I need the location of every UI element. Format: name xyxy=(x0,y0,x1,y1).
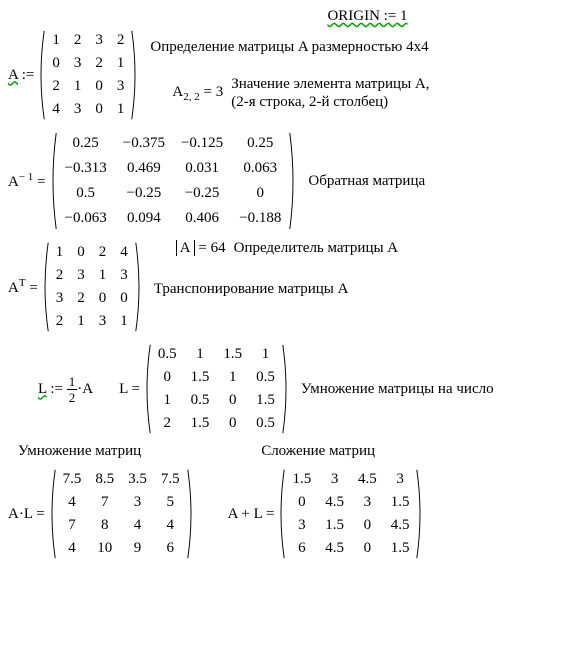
matrix-aplusl: 1.534.5304.531.531.504.564.501.5 xyxy=(277,468,424,560)
l-def-label: L := 1 2 ·A xyxy=(38,375,93,404)
det-eq: A = 64 xyxy=(176,240,226,257)
l-var: L xyxy=(38,380,47,396)
det-comment: Определитель матрицы A xyxy=(234,239,399,258)
matrix-a: 1232032121034301 xyxy=(37,29,139,121)
l-def-a: A xyxy=(82,380,93,396)
at-label: AT = xyxy=(8,277,38,297)
a-comment: Определение матрицы A размерностью 4x4 xyxy=(150,38,429,57)
aplusl-var: A + L xyxy=(228,506,263,522)
ainv-label: A− 1 = xyxy=(8,171,46,191)
a22-value: 3 xyxy=(216,84,224,100)
mul-title: Умножение матриц xyxy=(18,443,141,460)
eq-symbol-7: = xyxy=(266,506,274,522)
l-eq-label: L = xyxy=(119,381,140,398)
half-fraction: 1 2 xyxy=(67,375,78,404)
frac-den: 2 xyxy=(67,390,78,404)
aplusl-label: A + L = xyxy=(228,506,275,523)
l-comment: Умножение матрицы на число xyxy=(301,380,494,399)
frac-num: 1 xyxy=(67,375,78,390)
titles-row: Умножение матриц Сложение матриц xyxy=(8,443,567,460)
eq-symbol-4: = xyxy=(198,240,206,256)
origin-text: ORIGIN := 1 xyxy=(327,8,407,24)
al-var: A·L xyxy=(8,506,32,522)
ainv-var: A xyxy=(8,174,19,190)
a22-sub: 2, 2 xyxy=(183,91,200,103)
at-comment: Транспонирование матрицы A xyxy=(154,280,398,299)
matrix-al: 7.58.53.57.54735784441096 xyxy=(48,468,195,560)
a22-c1: Значение элемента матрицы A, xyxy=(231,76,429,92)
add-title: Сложение матриц xyxy=(261,443,375,460)
origin-line: ORIGIN := 1 xyxy=(8,8,567,25)
eq-symbol-5: = xyxy=(131,381,139,397)
matrix-ainv-row: A− 1 = 0.25−0.375−0.1250.25−0.3130.4690.… xyxy=(8,129,567,233)
l-var-2: L xyxy=(119,381,128,397)
ainv-comment: Обратная матрица xyxy=(308,172,425,191)
assign-symbol: := xyxy=(22,67,35,83)
l-row: L := 1 2 ·A L = 0.511.5101.510.510.501.5… xyxy=(38,341,567,437)
a22-eq: A2, 2 = 3 xyxy=(172,84,223,103)
matrix-at: 1024231332002131 xyxy=(41,241,143,333)
assign-symbol-2: := xyxy=(50,380,63,396)
al-label: A·L = xyxy=(8,506,45,523)
eq-symbol: = xyxy=(204,84,212,100)
eq-symbol-2: = xyxy=(37,174,45,190)
a-var: A xyxy=(8,67,18,83)
at-var: A xyxy=(8,280,19,296)
eq-symbol-3: = xyxy=(29,280,37,296)
a-label: A := xyxy=(8,67,34,84)
matrix-l: 0.511.5101.510.510.501.521.500.5 xyxy=(143,343,290,435)
result-row: A·L = 7.58.53.57.54735784441096 A + L = … xyxy=(8,466,567,562)
a22-comment: Значение элемента матрицы A, (2-я строка… xyxy=(231,75,429,113)
a22-c2: (2-я строка, 2-й столбец) xyxy=(231,94,388,110)
eq-symbol-6: = xyxy=(36,506,44,522)
at-row: AT = 1024231332002131 A = 64 Определител… xyxy=(8,239,567,335)
at-sup: T xyxy=(19,277,26,289)
matrix-ainv: 0.25−0.375−0.1250.25−0.3130.4690.0310.06… xyxy=(49,131,298,231)
matrix-a-row: A := 1232032121034301 Определение матриц… xyxy=(8,27,567,123)
det-value: 64 xyxy=(211,240,226,256)
ainv-sup: − 1 xyxy=(19,171,33,183)
a22-var: A xyxy=(172,84,183,100)
det-var: A xyxy=(176,240,195,256)
